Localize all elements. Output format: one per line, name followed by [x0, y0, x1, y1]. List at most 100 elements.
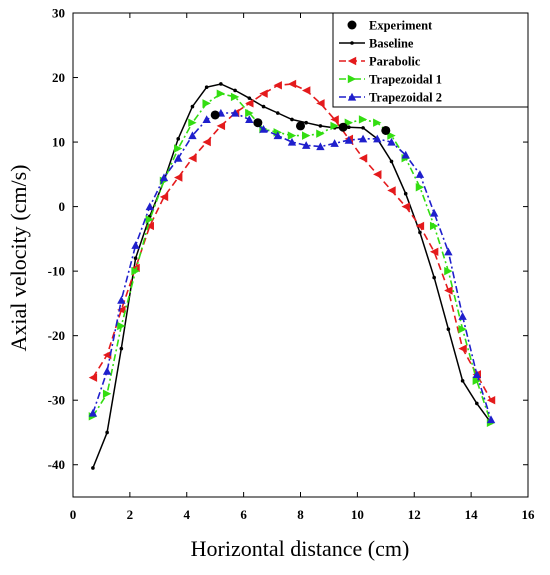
- series-trapezoidal-2: [88, 108, 496, 424]
- data-point-parabolic: [174, 173, 183, 182]
- data-point-trapezoidal-1: [102, 389, 112, 398]
- data-point-baseline: [275, 111, 280, 115]
- legend: Experiment Baseline Parabolic Trapezoidal 1…: [332, 12, 529, 108]
- y-tick-label: -10: [48, 264, 65, 279]
- data-point-trapezoidal-2: [316, 142, 325, 151]
- data-point-trapezoidal-2: [145, 202, 154, 211]
- legend-marker-trapezoidal-2: [347, 92, 357, 101]
- data-point-trapezoidal-1: [301, 131, 311, 140]
- data-point-trapezoidal-1: [373, 118, 382, 127]
- data-point-experiment: [381, 125, 391, 135]
- data-point-parabolic: [373, 170, 382, 179]
- legend-label-parabolic: Parabolic: [369, 55, 421, 69]
- data-point-trapezoidal-2: [301, 141, 311, 149]
- data-point-trapezoidal-1: [230, 92, 240, 102]
- data-point-experiment: [210, 110, 220, 120]
- data-point-baseline: [133, 256, 138, 261]
- data-point-trapezoidal-1: [216, 89, 226, 98]
- data-point-parabolic: [401, 202, 410, 211]
- data-point-baseline: [403, 191, 408, 196]
- y-tick-label: 30: [52, 6, 65, 21]
- data-point-baseline: [418, 230, 422, 235]
- data-point-trapezoidal-1: [415, 183, 425, 192]
- data-point-parabolic: [316, 99, 325, 108]
- data-point-baseline: [105, 430, 109, 435]
- legend-box: [332, 12, 529, 108]
- data-point-parabolic: [415, 221, 425, 231]
- series-baseline: [91, 82, 493, 470]
- data-point-parabolic: [202, 137, 211, 147]
- data-point-trapezoidal-2: [259, 124, 268, 133]
- data-point-trapezoidal-2: [131, 241, 140, 249]
- legend-marker-experiment: [347, 20, 357, 30]
- data-point-trapezoidal-1: [429, 221, 439, 231]
- data-point-trapezoidal-2: [486, 415, 496, 424]
- data-point-trapezoidal-1: [202, 99, 211, 108]
- data-point-baseline: [347, 125, 351, 130]
- data-point-parabolic: [358, 154, 368, 163]
- x-tick-label: 8: [297, 507, 304, 522]
- data-point-trapezoidal-2: [273, 131, 282, 140]
- series-parabolic: [88, 79, 496, 405]
- data-point-baseline: [432, 275, 436, 280]
- legend-marker-parabolic: [347, 56, 357, 66]
- data-point-trapezoidal-2: [458, 312, 467, 320]
- y-tick-label: 0: [59, 199, 66, 214]
- data-point-trapezoidal-1: [330, 121, 339, 131]
- legend-label-experiment: Experiment: [369, 19, 433, 33]
- y-tick-label: -30: [48, 393, 65, 408]
- data-point-trapezoidal-2: [330, 139, 339, 147]
- data-point-trapezoidal-2: [188, 131, 197, 140]
- data-point-baseline: [475, 401, 479, 406]
- data-point-baseline: [91, 466, 95, 470]
- data-point-parabolic: [117, 305, 126, 315]
- data-point-trapezoidal-1: [174, 144, 183, 153]
- data-point-trapezoidal-1: [117, 321, 126, 331]
- data-point-trapezoidal-2: [287, 137, 297, 146]
- data-point-trapezoidal-1: [444, 266, 453, 276]
- data-point-trapezoidal-2: [88, 408, 98, 417]
- data-point-baseline: [318, 124, 323, 128]
- legend-label-trapezoidal-2: Trapezoidal 2: [369, 91, 442, 105]
- y-axis-title: Axial velocity (cm/s): [6, 165, 31, 352]
- data-point-trapezoidal-2: [387, 137, 396, 146]
- data-point-parabolic: [102, 350, 112, 360]
- data-point-parabolic: [259, 89, 268, 98]
- data-point-trapezoidal-1: [245, 108, 254, 118]
- data-point-parabolic: [216, 121, 226, 131]
- data-point-parabolic: [145, 221, 154, 231]
- data-point-trapezoidal-2: [159, 173, 169, 182]
- x-axis-title: Horizontal distance (cm): [191, 536, 410, 561]
- series-line-trapezoidal-2: [92, 112, 492, 420]
- data-point-trapezoidal-2: [415, 170, 425, 178]
- x-tick-label: 14: [465, 507, 479, 522]
- data-point-trapezoidal-1: [287, 131, 297, 140]
- data-point-trapezoidal-2: [373, 134, 382, 143]
- plot-layer: [88, 79, 496, 470]
- data-point-baseline: [261, 104, 266, 109]
- data-point-parabolic: [159, 192, 169, 202]
- data-point-trapezoidal-2: [174, 154, 183, 162]
- data-point-trapezoidal-1: [145, 215, 154, 224]
- data-point-baseline: [290, 117, 294, 122]
- data-point-baseline: [190, 104, 195, 109]
- data-point-baseline: [304, 120, 308, 125]
- x-tick-label: 16: [522, 507, 536, 522]
- data-point-trapezoidal-2: [429, 208, 439, 217]
- data-point-trapezoidal-2: [444, 247, 453, 256]
- data-point-parabolic: [429, 247, 439, 256]
- data-point-trapezoidal-2: [102, 366, 112, 375]
- data-point-baseline: [446, 327, 451, 332]
- data-point-trapezoidal-1: [472, 376, 482, 386]
- data-point-baseline: [176, 137, 181, 141]
- data-point-trapezoidal-2: [202, 115, 211, 124]
- data-point-trapezoidal-2: [358, 134, 368, 143]
- data-point-trapezoidal-2: [344, 135, 354, 144]
- data-point-trapezoidal-1: [316, 129, 325, 138]
- data-point-trapezoidal-1: [458, 325, 467, 334]
- data-point-trapezoidal-1: [188, 118, 197, 127]
- data-point-experiment: [338, 122, 348, 132]
- data-point-trapezoidal-2: [230, 108, 240, 117]
- data-point-trapezoidal-1: [358, 115, 368, 124]
- x-tick-label: 0: [70, 507, 77, 522]
